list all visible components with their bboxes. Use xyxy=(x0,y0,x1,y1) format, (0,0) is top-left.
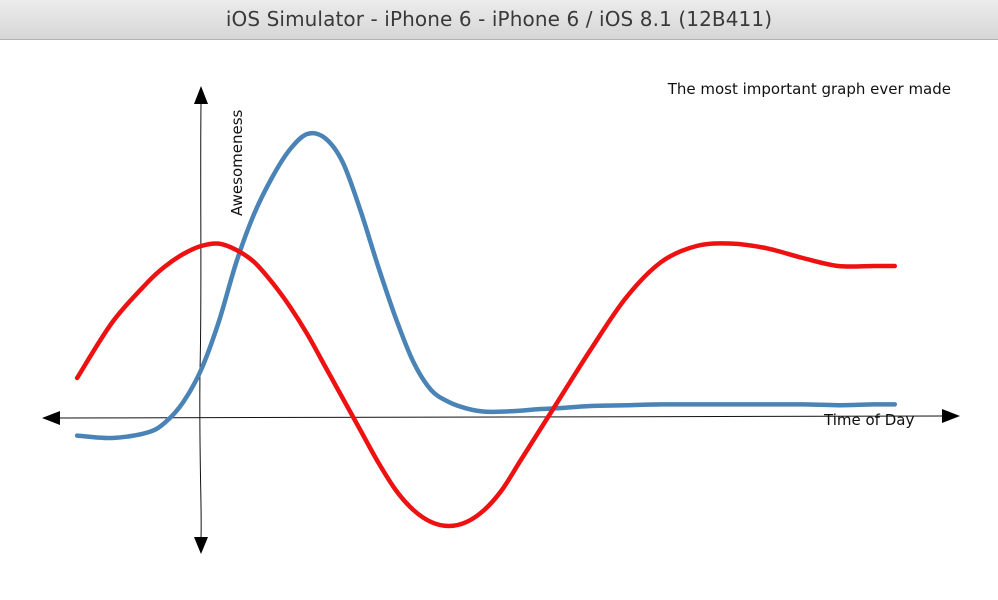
y-axis-bottom-arrow xyxy=(194,537,208,554)
chart-series-layer xyxy=(74,130,898,529)
chart: Time of Day Awesomeness xyxy=(42,86,960,554)
simulator-screen[interactable]: Time of Day Awesomeness The most importa… xyxy=(0,40,998,600)
x-axis-right-arrow xyxy=(942,409,960,423)
chart-title: The most important graph ever made xyxy=(667,80,951,98)
window-titlebar[interactable]: iOS Simulator - iPhone 6 - iPhone 6 / iO… xyxy=(0,0,998,40)
y-axis-label: Awesomeness xyxy=(228,109,246,216)
window-title: iOS Simulator - iPhone 6 - iPhone 6 / iO… xyxy=(225,7,773,31)
x-axis-label: Time of Day xyxy=(823,411,914,429)
chart-axes xyxy=(42,86,960,554)
y-axis-top-arrow xyxy=(194,86,208,104)
x-axis-line xyxy=(57,415,945,419)
y-axis-line xyxy=(199,103,202,539)
x-axis-left-arrow xyxy=(42,411,60,425)
blue-series-line xyxy=(74,130,898,441)
red-series-line xyxy=(74,241,898,529)
